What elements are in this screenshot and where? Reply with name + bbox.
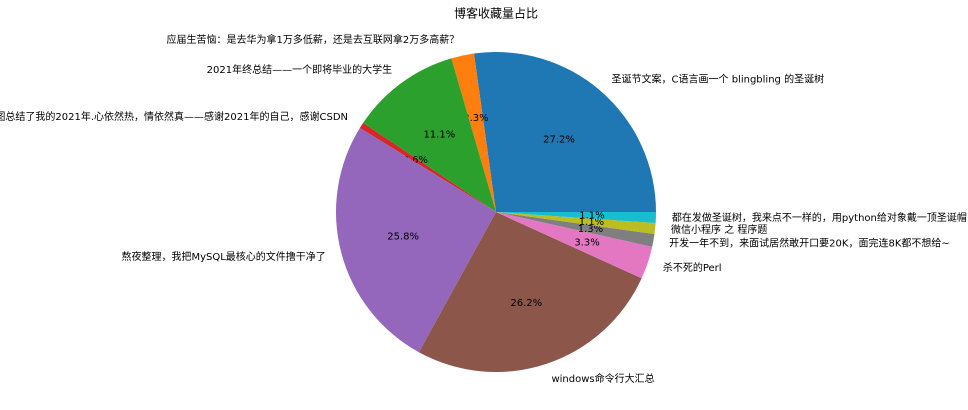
value-label: 1.1% xyxy=(579,217,604,228)
slice-label: 应届生苦恼：是去华为拿1万多低薪，还是去互联网拿2万多高薪？ xyxy=(166,33,459,46)
value-label: 0.6% xyxy=(403,155,428,166)
slice-label: 2021年终总结——一个即将毕业的大学生 xyxy=(207,63,392,76)
pie-slice xyxy=(496,212,656,235)
pie-slice xyxy=(359,122,496,212)
value-label: 1.1% xyxy=(579,210,604,221)
slice-label: windows命令行大汇总 xyxy=(551,372,654,385)
value-label: 25.8% xyxy=(387,231,419,242)
value-label: 27.2% xyxy=(543,135,575,146)
slice-label: 杀不死的Perl xyxy=(663,261,722,274)
value-label: 2.3% xyxy=(463,113,488,124)
pie-slice xyxy=(335,127,496,353)
slice-label: 熬夜整理，我把MySQL最核心的文件撸干净了 xyxy=(121,250,325,263)
pie-slice xyxy=(418,212,642,372)
pie-slice xyxy=(496,212,653,279)
pie-slice xyxy=(451,53,496,213)
slice-label: 开发一年不到，来面试居然敢开口要20K，面完连8K都不想给~ xyxy=(669,236,950,249)
slice-label: 都在发做圣诞树，我来点不一样的，用python给对象戴一顶圣诞帽 xyxy=(672,211,967,224)
value-label: 26.2% xyxy=(510,298,542,309)
slice-label: 七张图总结了我的2021年.心依然热，情依然真——感谢2021年的自己，感谢CS… xyxy=(0,110,348,123)
pie-slice xyxy=(473,52,656,213)
pie-slice xyxy=(496,212,655,247)
value-label: 11.1% xyxy=(423,130,455,141)
slice-label: 微信小程序 之 程序题 xyxy=(671,223,767,236)
slice-label: 圣诞节文案，C语言画一个 blingbling 的圣诞树 xyxy=(612,72,825,85)
chart-title: 博客收藏量占比 xyxy=(454,6,538,21)
value-label: 1.3% xyxy=(578,224,603,235)
pie-slice xyxy=(496,212,656,224)
value-label: 3.3% xyxy=(574,238,599,249)
pie-slice xyxy=(363,58,496,212)
